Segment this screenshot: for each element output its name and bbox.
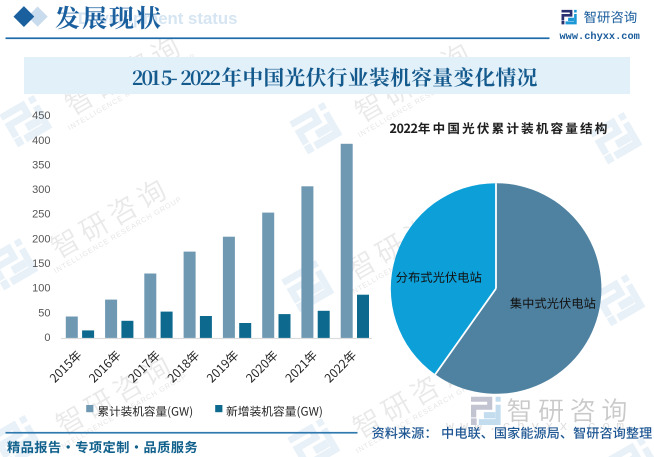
svg-text:250: 250 <box>32 209 50 221</box>
svg-text:450: 450 <box>32 110 50 122</box>
svg-text:50: 50 <box>38 307 50 319</box>
svg-text:150: 150 <box>32 258 50 270</box>
svg-text:350: 350 <box>32 159 50 171</box>
svg-text:400: 400 <box>32 135 50 147</box>
svg-text:100: 100 <box>32 283 50 295</box>
svg-text:www.chyxx.com: www.chyxx.com <box>560 31 640 43</box>
svg-text:Development status: Development status <box>78 9 237 28</box>
svg-text:0: 0 <box>44 332 50 344</box>
svg-text:300: 300 <box>32 184 50 196</box>
svg-text:200: 200 <box>32 233 50 245</box>
